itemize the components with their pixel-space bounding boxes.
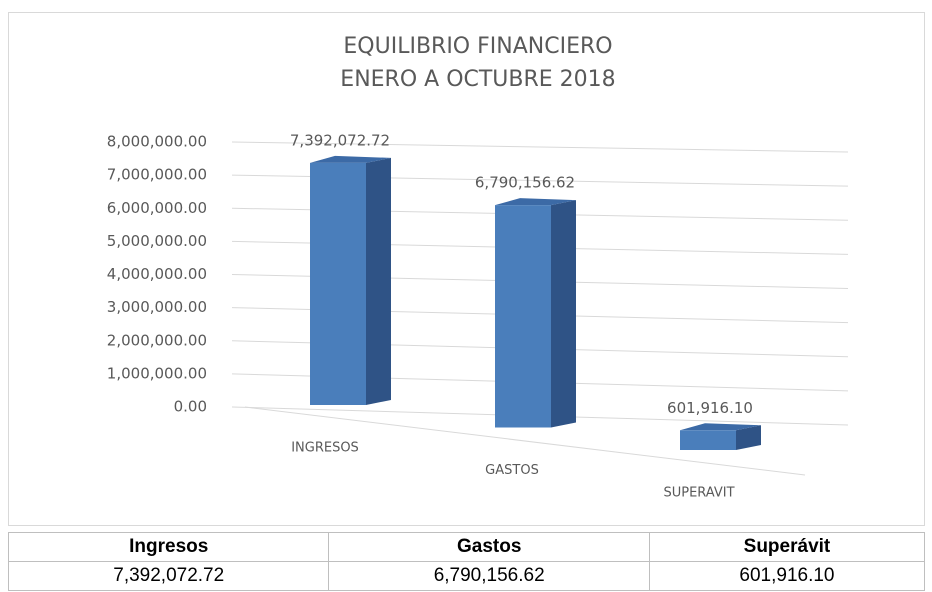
chart-title: EQUILIBRIO FINANCIERO: [343, 34, 612, 59]
bar-top: [680, 423, 761, 431]
bar-side: [366, 157, 391, 405]
y-tick-label: 3,000,000.00: [107, 298, 207, 316]
data-label: 7,392,072.72: [290, 131, 390, 149]
bar-side: [736, 425, 761, 450]
header-row: Ingresos Gastos Superávit: [7, 532, 926, 562]
data-label: 601,916.10: [667, 399, 753, 417]
bar-top: [310, 155, 391, 163]
x-tick-label: SUPERAVIT: [663, 486, 734, 501]
y-tick-label: 5,000,000.00: [107, 232, 207, 250]
bar: [495, 205, 551, 428]
floor-edge: [244, 406, 806, 476]
header-cell: Ingresos: [7, 532, 330, 562]
bar: [680, 430, 736, 450]
y-tick-label: 8,000,000.00: [107, 133, 207, 151]
y-tick-label: 2,000,000.00: [107, 331, 207, 349]
y-tick-label: 0.00: [174, 398, 207, 416]
chart: EQUILIBRIO FINANCIERO ENERO A OCTUBRE 20…: [8, 12, 925, 526]
summary-table: Ingresos Gastos Superávit 7,392,072.72 6…: [7, 532, 926, 591]
y-tick-label: 1,000,000.00: [107, 364, 207, 382]
bar-top: [495, 198, 576, 206]
grid-line: [231, 141, 849, 153]
y-tick-label: 4,000,000.00: [107, 265, 207, 283]
cell: 7,392,072.72: [7, 561, 330, 591]
data-row: 7,392,072.72 6,790,156.62 601,916.10: [7, 561, 926, 591]
x-tick-label: GASTOS: [485, 463, 539, 478]
header-cell: Superávit: [648, 532, 926, 562]
x-tick-label: INGRESOS: [291, 441, 359, 456]
y-tick-label: 7,000,000.00: [107, 166, 207, 184]
bar: [310, 162, 366, 405]
data-label: 6,790,156.62: [475, 174, 575, 192]
cell: 601,916.10: [648, 561, 926, 591]
bar-side: [551, 200, 576, 428]
y-tick-label: 6,000,000.00: [107, 199, 207, 217]
chart-title: ENERO A OCTUBRE 2018: [340, 67, 615, 92]
header-cell: Gastos: [328, 532, 650, 562]
cell: 6,790,156.62: [328, 561, 650, 591]
chart-frame: [8, 12, 925, 526]
